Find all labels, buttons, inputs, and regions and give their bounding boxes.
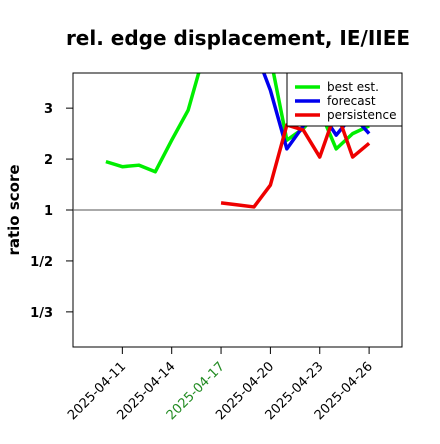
y-tick-label: 1 [44,204,53,219]
y-tick-label: 3 [44,102,53,117]
legend-label: forecast [327,94,376,108]
y-axis-label: ratio score [5,164,23,255]
chart-title: rel. edge displacement, IE/IIEE [66,26,410,50]
y-tick-label: 1/2 [30,255,53,270]
legend-label: best est. [327,80,379,94]
y-tick-label: 1/3 [30,306,53,321]
series-line [220,108,371,209]
legend-label: persistence [327,108,396,122]
y-tick-label: 2 [44,153,53,168]
